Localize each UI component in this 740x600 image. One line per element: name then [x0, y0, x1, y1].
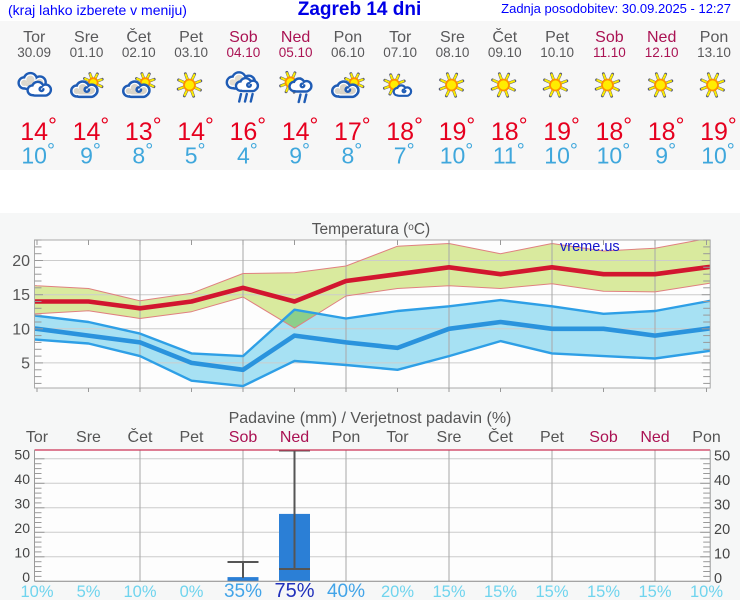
svg-text:5: 5 — [21, 355, 30, 372]
svg-text:Tor: Tor — [386, 429, 409, 446]
svg-text:10%: 10% — [20, 583, 53, 600]
svg-text:Čet: Čet — [128, 427, 153, 446]
svg-text:40: 40 — [714, 473, 730, 489]
svg-text:Temperatura (oC): Temperatura (oC) — [312, 221, 430, 238]
svg-text:30: 30 — [14, 495, 30, 511]
svg-text:0: 0 — [22, 569, 30, 585]
svg-text:35%: 35% — [224, 581, 262, 600]
svg-text:10: 10 — [12, 321, 30, 338]
svg-text:75%: 75% — [274, 580, 314, 600]
svg-text:15%: 15% — [484, 583, 517, 600]
svg-text:Ned: Ned — [280, 429, 309, 446]
svg-text:15%: 15% — [432, 583, 465, 600]
svg-text:50: 50 — [714, 448, 730, 464]
svg-text:40: 40 — [14, 471, 30, 487]
svg-text:5%: 5% — [77, 583, 101, 600]
svg-text:Pet: Pet — [540, 429, 565, 446]
svg-text:10: 10 — [14, 544, 30, 560]
svg-text:Pon: Pon — [332, 429, 360, 446]
svg-text:Pet: Pet — [179, 429, 204, 446]
svg-text:20%: 20% — [381, 583, 414, 600]
svg-text:vreme.us: vreme.us — [560, 239, 620, 255]
svg-text:10: 10 — [714, 546, 730, 562]
svg-text:20: 20 — [14, 520, 30, 536]
svg-text:30: 30 — [714, 497, 730, 513]
svg-text:20: 20 — [714, 522, 730, 538]
svg-text:Čet: Čet — [488, 427, 513, 446]
svg-text:10%: 10% — [123, 583, 156, 600]
svg-text:Pon: Pon — [692, 429, 720, 446]
svg-text:Sre: Sre — [76, 429, 101, 446]
svg-text:50: 50 — [14, 446, 30, 462]
svg-text:Sob: Sob — [589, 429, 618, 446]
svg-text:Sre: Sre — [437, 429, 462, 446]
svg-text:15: 15 — [12, 287, 30, 304]
svg-text:10%: 10% — [690, 583, 723, 600]
svg-text:Sob: Sob — [229, 429, 258, 446]
svg-text:0: 0 — [714, 571, 722, 587]
svg-text:15%: 15% — [638, 583, 671, 600]
svg-text:40%: 40% — [327, 581, 365, 600]
svg-text:15%: 15% — [535, 583, 568, 600]
svg-text:Tor: Tor — [26, 429, 49, 446]
svg-text:15%: 15% — [587, 583, 620, 600]
svg-text:Padavine (mm) / Verjetnost pad: Padavine (mm) / Verjetnost padavin (%) — [229, 410, 512, 427]
svg-text:20: 20 — [12, 253, 30, 270]
svg-text:Ned: Ned — [640, 429, 669, 446]
svg-text:0%: 0% — [180, 583, 204, 600]
